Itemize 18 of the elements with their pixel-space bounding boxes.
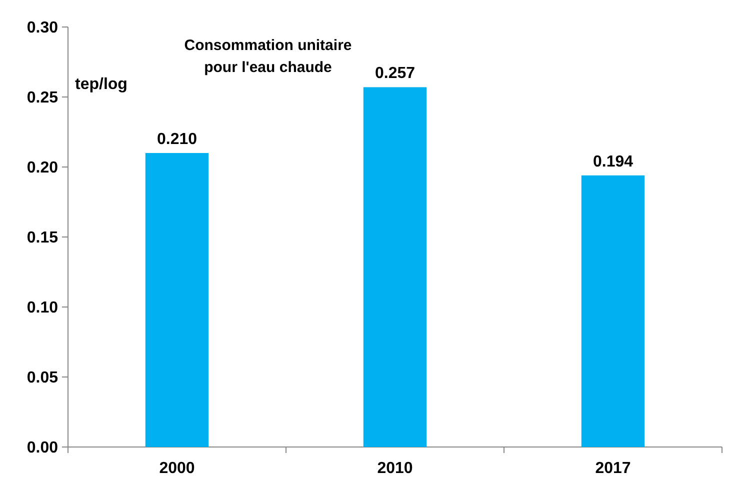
data-label: 0.210: [156, 131, 198, 148]
y-tick-label: 0.25: [26, 90, 58, 107]
y-tick-label: 0.10: [26, 300, 58, 317]
x-tick-label: 2010: [377, 460, 413, 477]
data-label: 0.257: [374, 65, 416, 82]
text: Consommation unitaire pour l'eau chaude: [184, 37, 352, 76]
y-tick-label: 0.30: [26, 20, 58, 37]
y-tick-label: 0.00: [26, 440, 58, 457]
x-tick-label: 2017: [595, 460, 631, 477]
y-tick-label: 0.05: [26, 370, 58, 387]
bar: [145, 153, 209, 447]
y-tick-label: 0.20: [26, 160, 58, 177]
x-tick-label: 2000: [159, 460, 195, 477]
bar: [581, 175, 645, 447]
data-label: 0.194: [592, 153, 634, 170]
y-tick-label: 0.15: [26, 230, 58, 247]
y-axis-title: tep/log: [75, 76, 128, 93]
bar: [363, 87, 427, 447]
